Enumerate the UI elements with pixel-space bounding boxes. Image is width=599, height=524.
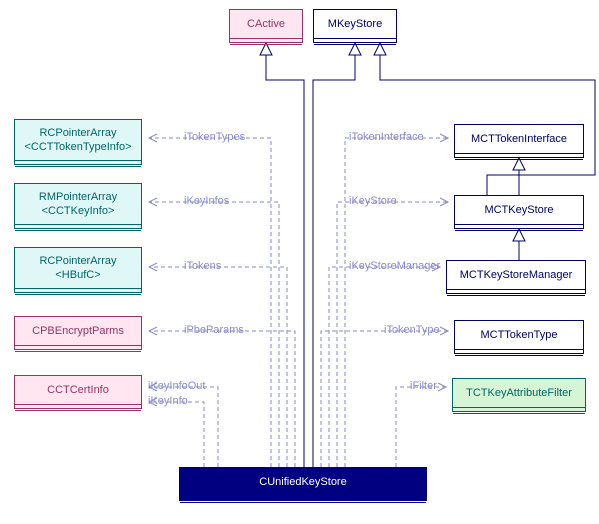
class-separator xyxy=(314,44,396,50)
edge-label: iFilter xyxy=(410,380,437,392)
class-node-mctkeystore: MCTKeyStore xyxy=(454,195,584,229)
class-node-cctcertinfo: CCTCertInfo xyxy=(14,375,142,409)
class-node-cunified: CUnifiedKeyStore xyxy=(179,467,427,501)
edge-label: iPbeParams xyxy=(184,324,244,336)
class-title: CPBEncryptParms xyxy=(15,317,141,345)
class-separator xyxy=(447,295,585,301)
class-title: MCTTokenInterface xyxy=(455,125,583,153)
class-node-mkeystore: MKeyStore xyxy=(313,9,397,43)
class-separator xyxy=(455,159,583,165)
edge-label: iTokenInterface xyxy=(349,131,424,143)
edge-label: iKeyStoreManager xyxy=(349,260,440,272)
class-separator xyxy=(180,502,426,508)
class-separator xyxy=(15,166,141,172)
class-title: CUnifiedKeyStore xyxy=(180,468,426,496)
edge-label: iTokens xyxy=(184,260,221,272)
class-title: MCTTokenType xyxy=(455,321,583,349)
edge-label: iKeyInfo xyxy=(148,395,188,407)
class-separator xyxy=(15,294,141,300)
class-separator xyxy=(455,355,583,361)
class-node-rcpa_cct: RCPointerArray <CCTTokenTypeInfo> xyxy=(14,119,142,165)
class-separator xyxy=(455,230,583,236)
class-title: RCPointerArray <CCTTokenTypeInfo> xyxy=(15,120,141,160)
class-separator xyxy=(15,351,141,357)
class-title: CActive xyxy=(230,10,302,38)
class-title: CCTCertInfo xyxy=(15,376,141,404)
class-title: MCTKeyStoreManager xyxy=(447,261,585,289)
class-title: MKeyStore xyxy=(314,10,396,38)
edge-label: iTokenTypes xyxy=(184,131,245,143)
class-node-tctkeyattr: TCTKeyAttributeFilter xyxy=(452,378,586,412)
edge-label: iKeyInfoOut xyxy=(148,380,205,392)
class-node-cactive: CActive xyxy=(229,9,303,43)
edge-label: iTokenType xyxy=(384,324,440,336)
class-node-mctkeystoremanager: MCTKeyStoreManager xyxy=(446,260,586,294)
class-node-mcttokentype: MCTTokenType xyxy=(454,320,584,354)
class-title: MCTKeyStore xyxy=(455,196,583,224)
edge-label: iKeyInfos xyxy=(184,195,229,207)
class-separator xyxy=(230,44,302,50)
class-node-cpbe: CPBEncryptParms xyxy=(14,316,142,350)
class-title: RMPointerArray <CCTKeyInfo> xyxy=(15,184,141,224)
class-node-mcttokeninterface: MCTTokenInterface xyxy=(454,124,584,158)
class-title: RCPointerArray <HBufC> xyxy=(15,248,141,288)
class-separator xyxy=(453,413,585,419)
edge-label: iKeyStore xyxy=(349,195,397,207)
class-node-rmpa_cctkeyinfo: RMPointerArray <CCTKeyInfo> xyxy=(14,183,142,229)
class-title: TCTKeyAttributeFilter xyxy=(453,379,585,407)
class-separator xyxy=(15,230,141,236)
class-node-rcpa_hbufc: RCPointerArray <HBufC> xyxy=(14,247,142,293)
diagram-canvas: CActive MKeyStore RCPointerArray <CCTToken… xyxy=(0,0,599,524)
class-separator xyxy=(15,410,141,416)
